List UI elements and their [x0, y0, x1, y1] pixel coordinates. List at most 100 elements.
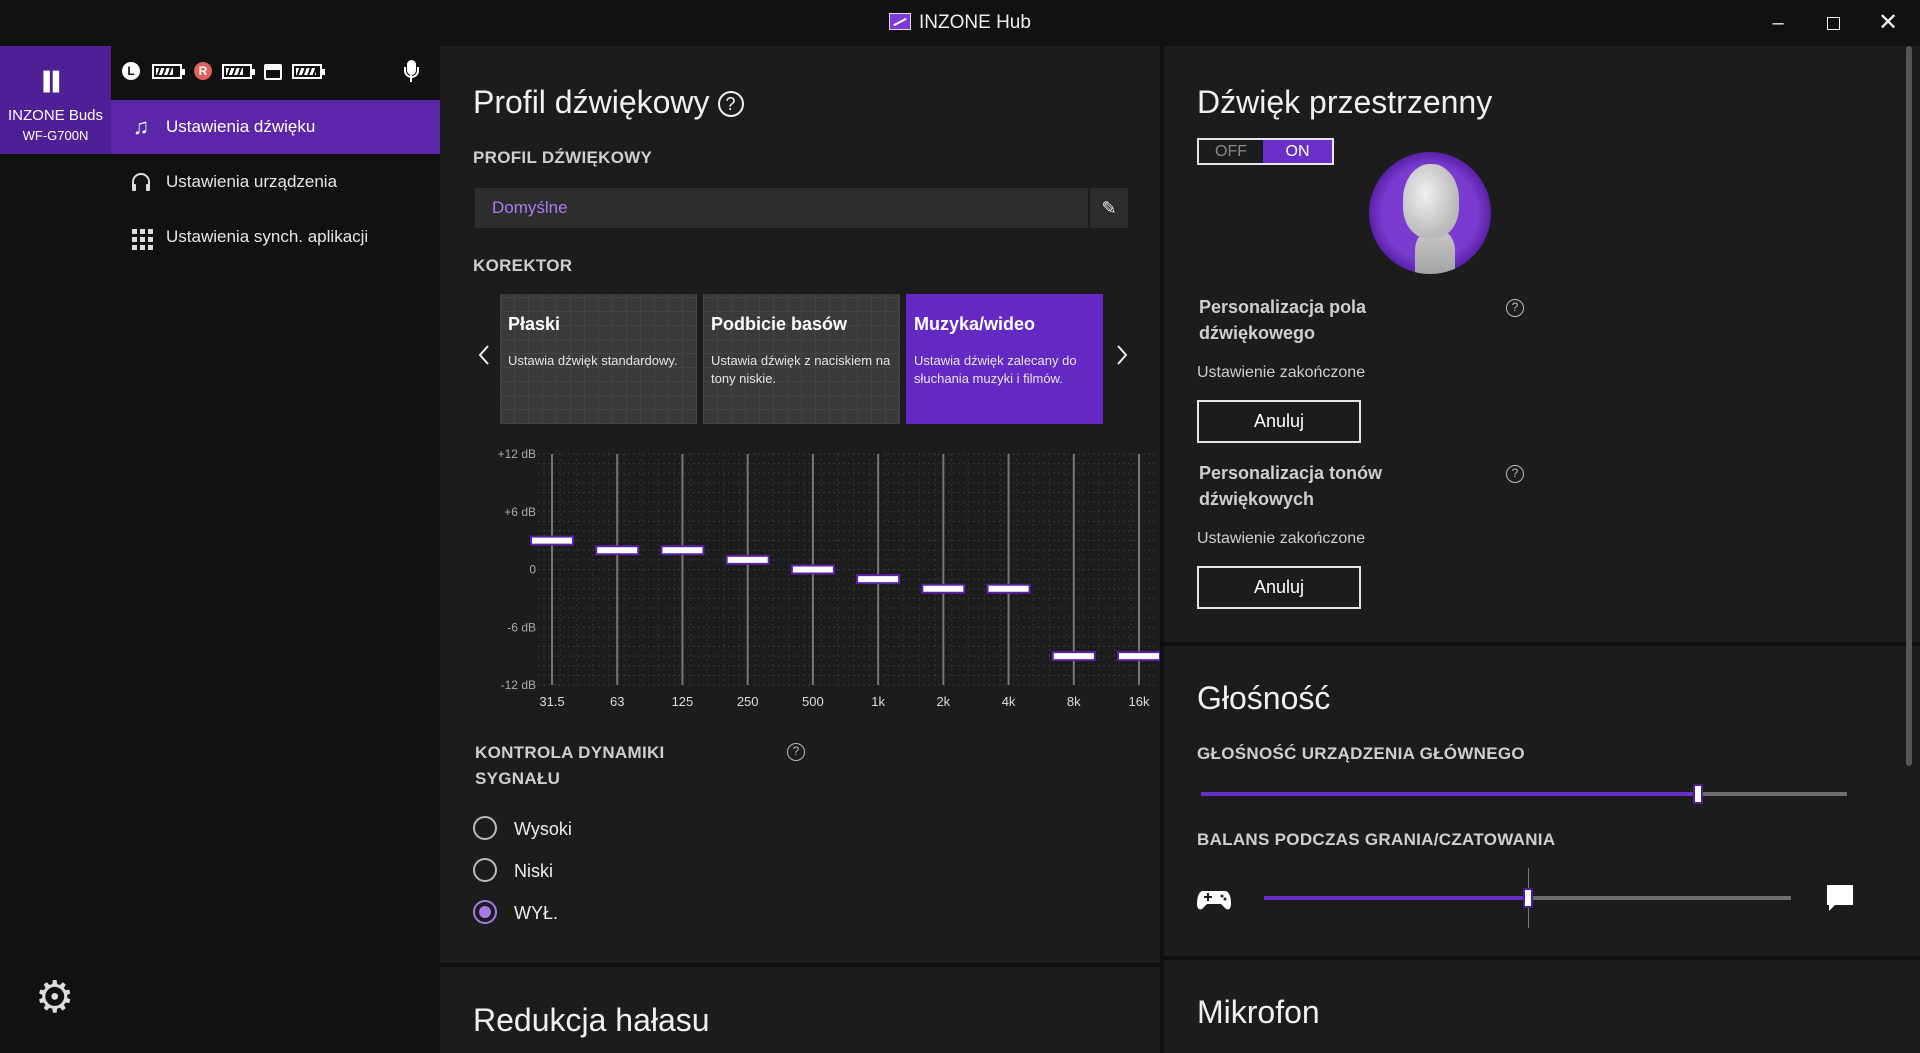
apps-grid-icon — [132, 229, 153, 250]
help-icon[interactable]: ? — [1506, 465, 1524, 483]
band-slider-thumb[interactable] — [986, 583, 1031, 594]
chevron-right-icon[interactable] — [1115, 343, 1129, 374]
maximize-icon — [1826, 17, 1840, 30]
master-volume-label: GŁOŚNOŚĆ URZĄDZENIA GŁÓWNEGO — [1197, 744, 1525, 763]
radio-button[interactable] — [473, 858, 497, 882]
microphone-icon[interactable] — [404, 60, 419, 84]
right-battery-icon — [222, 64, 255, 79]
band-frequency-label: 2k — [936, 694, 950, 709]
band-frequency-label: 8k — [1067, 694, 1081, 709]
help-icon[interactable]: ? — [717, 91, 744, 117]
sidebar-item-label: Ustawienia urządzenia — [166, 172, 338, 191]
microphone-title: Mikrofon — [1197, 994, 1320, 1030]
divider — [1164, 956, 1920, 960]
radio-button[interactable] — [473, 900, 497, 924]
right-panel: Dźwięk przestrzenny OFF ON Personalizacj… — [1164, 46, 1920, 1053]
slider-fill — [1264, 896, 1528, 900]
band-slider-thumb[interactable] — [1051, 651, 1096, 662]
radio-button[interactable] — [473, 816, 497, 840]
volume-title: Głośność — [1197, 680, 1331, 716]
db-tick-label: +12 dB — [498, 447, 536, 461]
left-bud-indicator: L — [122, 62, 140, 80]
gear-icon[interactable]: ⚙ — [35, 973, 75, 1022]
tone-personalization-title: Personalizacja tonów dźwiękowych — [1199, 463, 1383, 509]
radio-label: Niski — [514, 861, 553, 881]
preset-card-bass-boost[interactable]: Podbicie basów Ustawia dźwięk z naciskie… — [703, 294, 900, 424]
headphones-icon — [129, 170, 153, 194]
band-slider-thumb[interactable] — [790, 564, 835, 575]
slider-thumb[interactable] — [1522, 888, 1533, 908]
field-personalization-title: Personalizacja pola dźwiękowego — [1199, 297, 1367, 343]
dynamics-label: KONTROLA DYNAMIKI SYGNAŁU — [475, 743, 665, 788]
preset-card-flat[interactable]: Płaski Ustawia dźwięk standardowy. — [500, 294, 697, 424]
slider-thumb[interactable] — [1693, 784, 1704, 804]
cancel-field-button[interactable]: Anuluj — [1197, 400, 1361, 443]
sidebar-item-device-settings[interactable]: Ustawienia urządzenia — [111, 155, 440, 209]
sidebar-item-app-sync[interactable]: Ustawienia synch. aplikacji — [111, 210, 440, 264]
scrollbar[interactable] — [1906, 46, 1912, 766]
band-frequency-label: 63 — [610, 694, 624, 709]
band-slider-thumb[interactable] — [530, 535, 574, 546]
slider-fill — [1201, 792, 1699, 796]
cancel-tone-button[interactable]: Anuluj — [1197, 566, 1361, 609]
band-slider-thumb[interactable] — [660, 545, 705, 556]
chevron-left-icon[interactable] — [477, 343, 491, 374]
band-frequency-label: 16k — [1129, 694, 1150, 709]
divider — [1164, 642, 1920, 646]
title-bar: INZONE Hub – ✕ — [0, 0, 1920, 46]
band-frequency-label: 1k — [871, 694, 885, 709]
preset-title: Muzyka/wideo — [914, 314, 1036, 334]
spatial-sound-toggle[interactable]: OFF ON — [1197, 138, 1334, 165]
sidebar: ▐▌ INZONE Buds WF-G700N L R ♫ Ustawienia… — [0, 46, 440, 1053]
window-title: INZONE Hub — [0, 12, 1920, 34]
preset-card-music-video[interactable]: Muzyka/wideo Ustawia dźwięk zalecany do … — [906, 294, 1103, 424]
minimize-button[interactable]: – — [1772, 12, 1784, 34]
pencil-icon: ✎ — [1101, 198, 1117, 218]
inzone-logo-icon — [889, 13, 912, 30]
band-slider-thumb[interactable] — [595, 545, 640, 556]
profile-label: PROFIL DŹWIĘKOWY — [473, 148, 653, 167]
band-slider-thumb[interactable] — [856, 574, 901, 585]
help-icon[interactable]: ? — [1506, 299, 1524, 317]
db-tick-label: -6 dB — [507, 620, 536, 634]
device-tile[interactable]: ▐▌ INZONE Buds WF-G700N — [0, 46, 111, 154]
equalizer-label: KOREKTOR — [473, 256, 573, 275]
game-chat-balance-slider[interactable] — [1264, 868, 1791, 928]
tone-personalization-status: Ustawienie zakończone — [1197, 530, 1366, 547]
sound-profile-panel: Profil dźwiękowy? PROFIL DŹWIĘKOWY Domyś… — [440, 46, 1162, 1053]
sidebar-item-sound-settings[interactable]: ♫ Ustawienia dźwięku — [111, 100, 440, 154]
preset-desc: Ustawia dźwięk z naciskiem na tony niski… — [711, 353, 891, 386]
db-tick-label: 0 — [529, 563, 536, 577]
close-button[interactable]: ✕ — [1877, 9, 1899, 36]
band-frequency-label: 250 — [737, 694, 759, 709]
profile-dropdown[interactable]: Domyślne — [475, 188, 1124, 228]
maximize-button[interactable] — [1813, 8, 1853, 38]
charging-case-icon — [264, 64, 282, 80]
gamepad-icon — [1197, 891, 1231, 910]
device-model: WF-G700N — [22, 128, 89, 143]
head-avatar-image — [1369, 152, 1491, 274]
preset-title: Płaski — [508, 314, 561, 334]
band-slider-thumb[interactable] — [1117, 651, 1160, 662]
chat-bubble-icon — [1827, 885, 1853, 911]
sound-profile-title: Profil dźwiękowy? — [473, 84, 744, 121]
db-tick-label: -12 dB — [501, 678, 536, 692]
profile-value: Domyślne — [492, 198, 568, 217]
left-battery-icon — [152, 64, 185, 79]
help-icon[interactable]: ? — [787, 743, 805, 761]
sidebar-item-label: Ustawienia synch. aplikacji — [166, 227, 369, 246]
band-slider-thumb[interactable] — [725, 554, 770, 565]
master-volume-slider[interactable] — [1201, 784, 1847, 804]
toggle-on-label: ON — [1263, 140, 1332, 163]
preset-desc: Ustawia dźwięk zalecany do słuchania muz… — [914, 353, 1077, 386]
column-divider — [1160, 46, 1164, 1053]
field-personalization-status: Ustawienie zakończone — [1197, 364, 1366, 381]
right-bud-indicator: R — [194, 62, 212, 80]
noise-reduction-title: Redukcja hałasu — [473, 1002, 710, 1038]
edit-profile-button[interactable]: ✎ — [1088, 188, 1128, 228]
band-slider-thumb[interactable] — [921, 583, 966, 594]
db-tick-label: +6 dB — [504, 505, 536, 519]
band-frequency-label: 31.5 — [539, 694, 564, 709]
preset-desc: Ustawia dźwięk standardowy. — [508, 353, 678, 368]
